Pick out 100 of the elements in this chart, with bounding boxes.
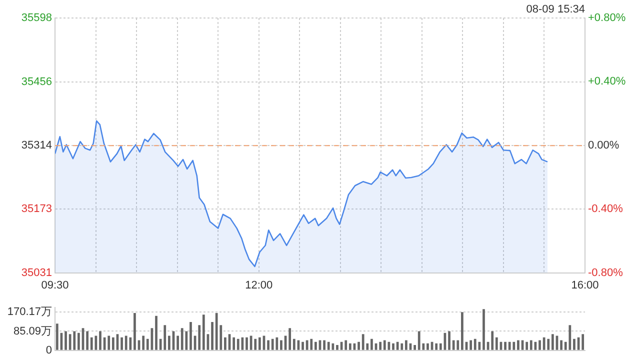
bar	[124, 336, 128, 350]
bar	[267, 340, 270, 350]
bar	[560, 340, 562, 350]
bar	[439, 343, 442, 350]
bar	[211, 322, 214, 350]
bar	[73, 331, 76, 350]
bar	[542, 337, 546, 350]
bar	[383, 340, 386, 350]
bar	[392, 343, 394, 350]
bar	[482, 309, 485, 350]
bar	[232, 337, 236, 350]
bar	[336, 344, 338, 350]
y-tick-label: 35031	[21, 266, 52, 279]
x-tick-label: 12:00	[245, 279, 273, 292]
bar	[146, 338, 149, 350]
y2-tick-label: +0.40%	[588, 76, 626, 88]
bar	[568, 325, 572, 350]
bar	[271, 338, 274, 350]
y2-tick-label: -0.40%	[588, 203, 624, 216]
bar	[99, 331, 102, 350]
bar	[176, 336, 179, 350]
bar	[254, 338, 257, 350]
bar	[68, 334, 72, 350]
bar	[404, 340, 408, 350]
y-tick-label: 170.17万	[7, 306, 52, 318]
bar	[302, 342, 304, 350]
bar	[517, 340, 520, 350]
bar	[362, 334, 364, 350]
bar	[452, 340, 455, 350]
y-tick-label: 35173	[21, 203, 52, 216]
bar	[180, 328, 184, 350]
bar	[64, 331, 67, 350]
bar	[426, 343, 429, 350]
bar	[461, 312, 464, 350]
bar	[547, 338, 550, 350]
bar	[236, 338, 240, 350]
bar	[379, 342, 382, 350]
bar	[414, 344, 416, 350]
bar	[582, 334, 584, 350]
bar	[314, 342, 317, 350]
bar	[134, 313, 136, 350]
bar	[56, 324, 58, 350]
bar	[418, 331, 420, 350]
bar	[276, 337, 278, 350]
bar	[168, 336, 170, 350]
y-tick-label: 0	[46, 344, 52, 356]
bar	[400, 343, 404, 350]
bar	[185, 331, 188, 350]
bar	[280, 340, 282, 350]
bar	[348, 343, 352, 350]
bar	[129, 337, 132, 350]
bar	[112, 337, 114, 350]
bar	[323, 340, 326, 350]
bar	[86, 331, 88, 350]
bar	[190, 322, 192, 350]
bar	[90, 337, 93, 350]
bar	[258, 337, 261, 350]
bar	[198, 325, 201, 350]
bar	[120, 337, 123, 350]
bar	[504, 342, 506, 350]
bar	[573, 338, 576, 350]
bar	[491, 331, 494, 350]
bar	[164, 325, 166, 350]
bar	[508, 342, 511, 350]
bar	[495, 337, 498, 350]
x-tick-label: 09:30	[41, 279, 69, 292]
y2-tick-label: -0.80%	[588, 266, 624, 279]
bar	[512, 342, 516, 350]
bar	[246, 337, 248, 350]
bar	[435, 343, 438, 350]
bar	[370, 338, 373, 350]
bar	[470, 340, 472, 350]
bar	[78, 332, 80, 350]
y-tick-label: 35314	[21, 140, 52, 152]
bar	[292, 338, 296, 350]
bar	[155, 316, 158, 350]
bar	[306, 340, 308, 350]
y2-tick-label: +0.80%	[588, 12, 626, 24]
y-tick-label: 85.09万	[13, 325, 52, 338]
x-tick-label: 16:00	[571, 279, 599, 292]
bar	[526, 342, 528, 350]
bar	[215, 313, 218, 350]
bar	[456, 340, 460, 350]
y-tick-label: 35456	[21, 76, 52, 88]
bar	[202, 314, 205, 350]
bar	[288, 328, 292, 350]
bar	[478, 342, 481, 350]
y-tick-label: 35598	[21, 12, 52, 24]
bar	[142, 336, 145, 350]
bar	[344, 340, 348, 350]
bar	[448, 331, 450, 350]
bar	[108, 336, 110, 350]
bar	[538, 340, 541, 350]
bar	[224, 337, 226, 350]
bar	[332, 343, 334, 350]
y2-tick-label: 0.00%	[588, 139, 620, 152]
bar	[474, 338, 476, 350]
bar	[530, 340, 532, 350]
bar	[310, 338, 313, 350]
text: 08-09 15:34	[526, 4, 585, 16]
